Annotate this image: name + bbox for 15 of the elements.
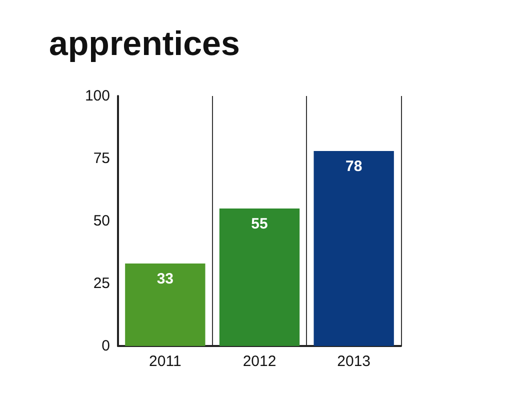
y-tick-label: 25 — [93, 275, 110, 292]
data-label: 55 — [251, 216, 268, 232]
x-tick-label: 2011 — [149, 353, 182, 370]
bar — [219, 208, 300, 346]
data-label: 33 — [156, 270, 174, 288]
data-label: 78 — [345, 158, 362, 175]
chart-title: apprentices — [49, 25, 240, 63]
y-tick-label: 75 — [93, 150, 110, 167]
y-tick-label: 100 — [84, 88, 110, 104]
bar — [125, 264, 206, 346]
x-tick-label: 2013 — [337, 353, 371, 370]
y-tick-label: 0 — [102, 338, 110, 354]
bar — [314, 151, 394, 346]
x-tick-label: 2012 — [242, 353, 276, 370]
y-tick-label: 50 — [93, 212, 110, 230]
